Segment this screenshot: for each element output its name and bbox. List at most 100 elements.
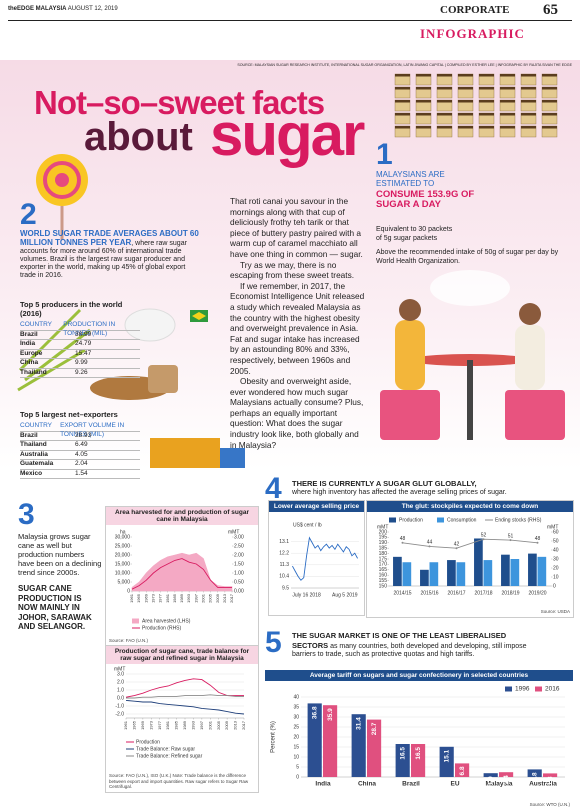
bar bbox=[447, 560, 456, 586]
data-label: 15.1 bbox=[443, 749, 450, 762]
legend-label: Ending stocks (RHS) bbox=[495, 517, 542, 523]
bar bbox=[411, 744, 426, 777]
y-tick-label: 15 bbox=[293, 744, 299, 750]
y2-tick-label: 50 bbox=[553, 538, 559, 544]
date: AUGUST 12, 2019 bbox=[67, 6, 118, 12]
fact3-headline: SUGAR CANE PRODUCTION IS NOW MAINLY IN J… bbox=[18, 584, 92, 631]
x-tick-label: 1981 bbox=[165, 593, 170, 603]
y-tick-label: 2.0 bbox=[117, 679, 124, 685]
y-tick-label: 15,000 bbox=[115, 561, 131, 567]
y2-tick-label: 0.50 bbox=[234, 579, 244, 585]
person-man-head bbox=[519, 303, 541, 325]
paragraph: Obesity and overweight aside, ever wonde… bbox=[230, 376, 364, 450]
title-sugar: sugar bbox=[210, 101, 365, 168]
y-tick-label: 10 bbox=[293, 754, 299, 760]
y-tick-label: 185 bbox=[379, 546, 388, 552]
table-row: Brazil 38.99 bbox=[20, 330, 140, 340]
chart-plot: 3.0 2.0 1.0 0.0 -1.0 -2.0 mMT 1961 1965 1969 1973 1… bbox=[114, 666, 246, 759]
table-cell: Brazil bbox=[20, 431, 38, 439]
chart-title: The glut: stockpiles expected to come do… bbox=[367, 501, 573, 512]
table-cell: 9.26 bbox=[75, 368, 88, 376]
data-label: 48 bbox=[400, 536, 406, 542]
data-label: 52 bbox=[481, 533, 487, 539]
bar bbox=[307, 703, 322, 777]
fact-number: 4 bbox=[265, 472, 282, 505]
y-tick-label: -1.0 bbox=[115, 703, 124, 709]
x-tick-label: 2013 bbox=[233, 720, 238, 730]
y2-axis-label: mMT bbox=[547, 524, 558, 530]
sugar-packet-top bbox=[479, 87, 494, 90]
y-tick-label: 150 bbox=[379, 583, 388, 589]
fact1-headline: CONSUME 153.9G OF SUGAR A DAY bbox=[376, 189, 475, 210]
infographic-label: INFOGRAPHIC bbox=[420, 26, 525, 41]
bar bbox=[474, 538, 483, 586]
x-tick-label: Aug 5 2019 bbox=[332, 592, 358, 598]
table-row: China 9.99 bbox=[20, 359, 140, 369]
table-cell: 38.99 bbox=[75, 330, 92, 338]
x-tick-label: Brazil bbox=[402, 781, 420, 788]
bar bbox=[395, 744, 410, 777]
x-tick-label: 1977 bbox=[158, 593, 163, 603]
y-tick-label: 9.5 bbox=[282, 585, 289, 591]
line bbox=[292, 536, 358, 581]
sugar-packet-top bbox=[416, 113, 431, 116]
sugar-packet-top bbox=[458, 87, 473, 90]
y-axis-label: mMT bbox=[377, 524, 388, 530]
fact5-headline: THE SUGAR MARKET IS ONE OF THE LEAST LIB… bbox=[292, 631, 507, 650]
point bbox=[509, 539, 512, 542]
table-row: Australia 4.05 bbox=[20, 451, 140, 460]
table-row: Thailand 9.26 bbox=[20, 368, 140, 378]
x-tick-label: 1961 bbox=[129, 593, 134, 603]
bar bbox=[537, 556, 547, 586]
fact1-lead: MALAYSIANS ARE ESTIMATED TO bbox=[376, 170, 445, 188]
fact2: WORLD SUGAR TRADE AVERAGES ABOUT 60 MILL… bbox=[20, 230, 200, 280]
x-tick-label: 1965 bbox=[136, 593, 141, 603]
data-label: 3.8 bbox=[531, 772, 538, 781]
chart-title: Production of sugar cane, trade balance … bbox=[106, 646, 258, 664]
data-label: 36.8 bbox=[311, 706, 318, 719]
fact-number: 5 bbox=[265, 626, 282, 659]
table-cell: 9.99 bbox=[75, 359, 88, 366]
legend-label: Trade Balance: Refined sugar bbox=[136, 753, 203, 759]
data-label: 16.5 bbox=[415, 747, 422, 760]
line bbox=[131, 558, 232, 590]
brazil-flag-diamond bbox=[192, 312, 206, 320]
chart: Average tariff on sugars and sugar confe… bbox=[265, 670, 573, 808]
chart: Lower average selling price 9.5 10.4 11.3 1… bbox=[268, 500, 365, 616]
table-title: Top 5 largest net–exporters bbox=[20, 410, 118, 419]
bar bbox=[501, 554, 510, 586]
y-tick-label: 195 bbox=[379, 535, 388, 541]
y-tick-label: 30,000 bbox=[115, 534, 131, 540]
illustrations bbox=[17, 73, 565, 468]
bar bbox=[483, 773, 498, 777]
fact1-note: Above the recommended intake of 50g of s… bbox=[376, 249, 559, 265]
sugar-packet-top bbox=[542, 100, 557, 103]
y-tick-label: 165 bbox=[379, 567, 388, 573]
sugar-packet-top bbox=[500, 87, 515, 90]
point bbox=[536, 541, 539, 544]
table-row: Guatemala 2.04 bbox=[20, 460, 140, 470]
bar bbox=[543, 773, 558, 777]
bar bbox=[483, 560, 493, 586]
x-tick-label: 2001 bbox=[207, 720, 212, 730]
x-tick-label: Malaysia bbox=[485, 781, 512, 788]
data-label: 35.9 bbox=[327, 708, 334, 721]
legend-swatch bbox=[132, 618, 139, 624]
sugar-packet-top bbox=[416, 126, 431, 129]
sugar-packet-top bbox=[500, 74, 515, 77]
x-tick-label: 1977 bbox=[157, 720, 162, 730]
sugar-packet-top bbox=[437, 74, 452, 77]
bar bbox=[420, 569, 429, 586]
table-leg bbox=[467, 360, 473, 440]
sugar-packet-top bbox=[416, 74, 431, 77]
y-tick-label: 0 bbox=[127, 588, 130, 594]
table-cell: 2.04 bbox=[75, 460, 88, 467]
chart-title: Average tariff on sugars and sugar confe… bbox=[265, 670, 573, 681]
x-tick-label: 1973 bbox=[148, 720, 153, 730]
x-tick-label: 2016/17 bbox=[447, 590, 465, 596]
chart-plot: 9.5 10.4 11.3 12.2 13.1 US$ cent / lb July 16 … bbox=[279, 522, 359, 598]
data-label: 1.9 bbox=[487, 776, 494, 785]
table-cell: Brazil bbox=[20, 330, 38, 338]
y-tick-label: 1.0 bbox=[117, 687, 124, 693]
legend-label: Production (RHS) bbox=[142, 625, 182, 631]
